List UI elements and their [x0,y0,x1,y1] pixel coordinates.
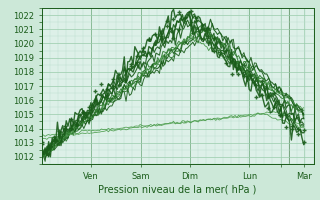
X-axis label: Pression niveau de la mer( hPa ): Pression niveau de la mer( hPa ) [99,185,257,195]
